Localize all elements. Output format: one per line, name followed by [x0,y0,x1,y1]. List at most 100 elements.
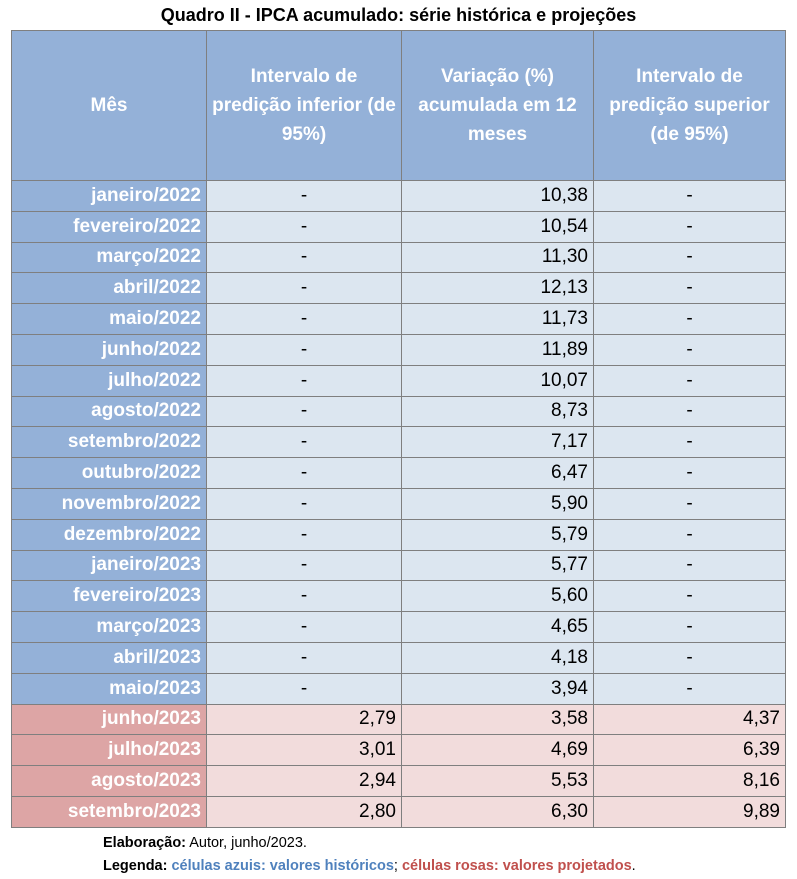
cell-inferior: - [206,672,402,705]
cell-variacao: 3,94 [401,672,594,705]
header-superior: Intervalo de predição superior (de 95%) [593,30,786,181]
ipca-table: Mês Intervalo de predição inferior (de 9… [11,30,786,828]
cell-variacao: 10,54 [401,210,594,243]
cell-mes: junho/2022 [11,333,207,366]
cell-inferior: - [206,395,402,428]
cell-superior: - [593,549,786,582]
cell-inferior: - [206,549,402,582]
cell-mes: dezembro/2022 [11,518,207,551]
cell-superior: - [593,518,786,551]
elaboracao-line: Elaboração: Autor, junho/2023. [103,832,636,855]
legenda-end: . [631,858,636,874]
cell-mes: setembro/2023 [11,795,207,828]
table-row: maio/2022-11,73- [11,303,786,335]
cell-mes: fevereiro/2022 [11,210,207,243]
cell-inferior: - [206,487,402,520]
cell-inferior: - [206,580,402,613]
cell-variacao: 10,38 [401,180,594,212]
table-row: março/2023-4,65- [11,611,786,643]
cell-superior: - [593,457,786,489]
header-inferior: Intervalo de predição inferior (de 95%) [206,30,402,181]
table-body: janeiro/2022-10,38- fevereiro/2022-10,54-… [11,180,786,828]
table-row: julho/2022-10,07- [11,364,786,397]
cell-variacao: 6,47 [401,457,594,489]
table-row: abril/2022-12,13- [11,272,786,305]
cell-inferior: - [206,518,402,551]
cell-variacao: 5,60 [401,580,594,613]
cell-superior: 9,89 [593,795,786,828]
table-title: Quadro II - IPCA acumulado: série histór… [160,5,637,25]
legenda-sep: ; [393,858,402,874]
cell-superior: - [593,580,786,613]
cell-mes: março/2023 [11,611,207,643]
cell-superior: - [593,303,786,335]
cell-mes: julho/2023 [11,734,207,767]
cell-superior: - [593,611,786,643]
legenda-label: Legenda: [103,858,168,874]
table-row: janeiro/2022-10,38- [11,180,786,212]
table-row: março/2022-11,30- [11,241,786,274]
cell-superior: - [593,364,786,397]
header-variacao: Variação (%) acumulada em 12 meses [401,30,594,181]
cell-inferior: - [206,210,402,243]
cell-variacao: 11,73 [401,303,594,335]
cell-mes: janeiro/2023 [11,549,207,582]
cell-variacao: 5,90 [401,487,594,520]
cell-variacao: 4,65 [401,611,594,643]
cell-superior: - [593,672,786,705]
cell-superior: - [593,210,786,243]
table-row: agosto/2023 2,94 5,53 8,16 [11,765,786,797]
cell-mes: junho/2023 [11,703,207,736]
cell-superior: 4,37 [593,703,786,736]
cell-mes: outubro/2022 [11,457,207,489]
table-row: junho/2022-11,89- [11,333,786,366]
cell-variacao: 10,07 [401,364,594,397]
cell-inferior: - [206,641,402,674]
cell-mes: fevereiro/2023 [11,580,207,613]
notes: Elaboração: Autor, junho/2023. Legenda: … [103,832,636,878]
table-row: outubro/2022-6,47- [11,457,786,489]
table-row: dezembro/2022-5,79- [11,518,786,551]
cell-superior: - [593,395,786,428]
cell-inferior: 2,80 [206,795,402,828]
cell-superior: - [593,426,786,459]
table-row: junho/2023 2,79 3,58 4,37 [11,703,786,736]
table-row: fevereiro/2023-5,60- [11,580,786,613]
table-row: fevereiro/2022-10,54- [11,210,786,243]
legenda-pink: células rosas: valores projetados [401,858,632,874]
legenda-blue: células azuis: valores históricos [171,858,394,874]
cell-inferior: - [206,611,402,643]
cell-inferior: 2,79 [206,703,402,736]
table-row: julho/2023 3,01 4,69 6,39 [11,734,786,767]
cell-mes: maio/2022 [11,303,207,335]
cell-mes: agosto/2023 [11,765,207,797]
cell-inferior: 2,94 [206,765,402,797]
cell-variacao: 4,18 [401,641,594,674]
cell-mes: março/2022 [11,241,207,274]
elaboracao-label: Elaboração: [103,835,186,851]
cell-variacao: 5,79 [401,518,594,551]
cell-superior: - [593,333,786,366]
cell-inferior: - [206,364,402,397]
cell-superior: - [593,272,786,305]
legenda-line: Legenda: células azuis: valores históric… [103,855,636,878]
table-row: agosto/2022-8,73- [11,395,786,428]
cell-inferior: 3,01 [206,734,402,767]
cell-variacao: 5,53 [401,765,594,797]
cell-mes: agosto/2022 [11,395,207,428]
cell-mes: abril/2023 [11,641,207,674]
header-mes: Mês [11,30,207,181]
table-row: abril/2023-4,18- [11,641,786,674]
cell-superior: - [593,641,786,674]
cell-variacao: 11,89 [401,333,594,366]
cell-mes: abril/2022 [11,272,207,305]
cell-superior: - [593,180,786,212]
cell-variacao: 12,13 [401,272,594,305]
cell-inferior: - [206,241,402,274]
cell-mes: setembro/2022 [11,426,207,459]
table-row: setembro/2022-7,17- [11,426,786,459]
cell-inferior: - [206,303,402,335]
header-row: Mês Intervalo de predição inferior (de 9… [11,30,786,181]
cell-mes: janeiro/2022 [11,180,207,212]
table-row: novembro/2022-5,90- [11,487,786,520]
